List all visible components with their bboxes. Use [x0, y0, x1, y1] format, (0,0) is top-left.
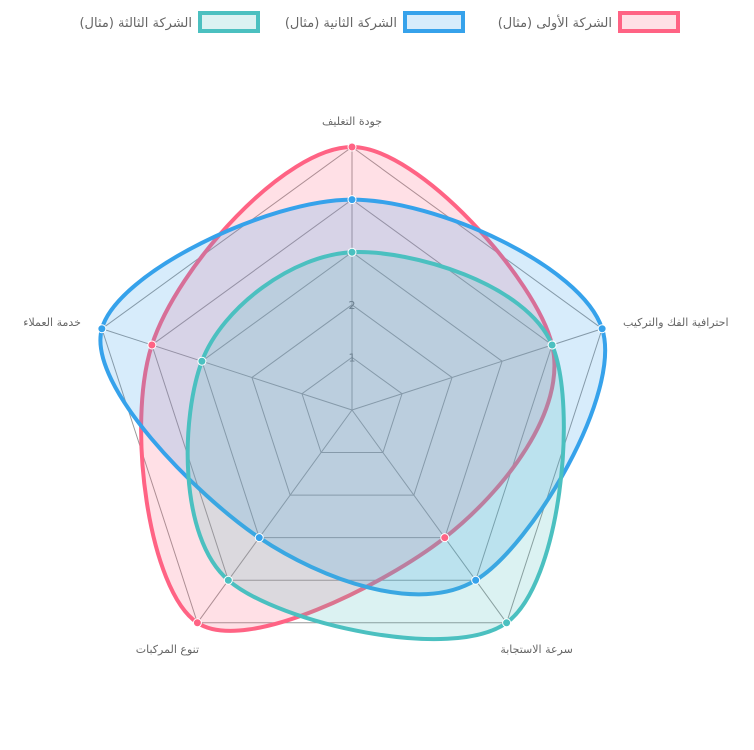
radar-grid: [101, 146, 603, 624]
radar-series: [98, 145, 608, 642]
data-point-series-1[interactable]: [147, 340, 157, 350]
axis-label: جودة التغليف: [322, 115, 382, 128]
grid-spoke: [101, 328, 353, 411]
data-point-series-2[interactable]: [471, 575, 481, 585]
data-point-series-1[interactable]: [440, 533, 450, 543]
data-point-series-3[interactable]: [547, 340, 557, 350]
legend-label: الشركة الأولى (مثال): [498, 14, 612, 31]
data-point-series-3[interactable]: [223, 575, 233, 585]
legend-swatch: [198, 11, 260, 33]
legend-label: الشركة الثانية (مثال): [285, 16, 397, 31]
data-point-series-3[interactable]: [502, 618, 512, 628]
data-point-series-3[interactable]: [197, 356, 207, 366]
legend-item-2[interactable]: الشركة الثانية (مثال): [285, 11, 465, 33]
grid-ring-2: [251, 304, 453, 496]
legend-item-1[interactable]: الشركة الأولى (مثال): [498, 11, 680, 33]
axis-label: سرعة الاستجابة: [500, 643, 573, 656]
grid-ring-1: [301, 356, 403, 454]
grid-ring-5: [101, 146, 603, 624]
data-point-series-3[interactable]: [347, 247, 357, 257]
axis-label: تنوع المركبات: [136, 643, 199, 656]
data-point-series-1[interactable]: [192, 618, 202, 628]
data-point-series-1[interactable]: [347, 142, 357, 152]
legend-swatch: [618, 11, 680, 33]
grid-spoke: [351, 328, 603, 411]
tick-label: 2: [349, 299, 356, 312]
tick-label: 1: [349, 351, 356, 364]
radar-axis-labels: جودة التغليف احترافية الفك والتركيب سرعة ا…: [23, 115, 728, 656]
radar-points: [97, 142, 607, 628]
data-point-series-2[interactable]: [97, 324, 107, 334]
data-point-series-2[interactable]: [597, 324, 607, 334]
chart-legend: الشركة الأولى (مثال) الشركة الثانية (مثال…: [79, 11, 680, 33]
series-area-3: [185, 250, 566, 642]
grid-spoke: [351, 409, 507, 624]
legend-item-3[interactable]: الشركة الثالثة (مثال): [79, 11, 260, 33]
axis-label: احترافية الفك والتركيب: [623, 316, 728, 329]
grid-spoke: [197, 409, 353, 624]
legend-label: الشركة الثالثة (مثال): [79, 16, 192, 31]
grid-ring-4: [151, 198, 553, 581]
series-area-2: [98, 197, 608, 597]
legend-swatch: [403, 11, 465, 33]
grid-ring-3: [201, 251, 503, 539]
data-point-series-2[interactable]: [347, 195, 357, 205]
axis-label: خدمة العملاء: [23, 316, 81, 329]
data-point-series-2[interactable]: [254, 533, 264, 543]
